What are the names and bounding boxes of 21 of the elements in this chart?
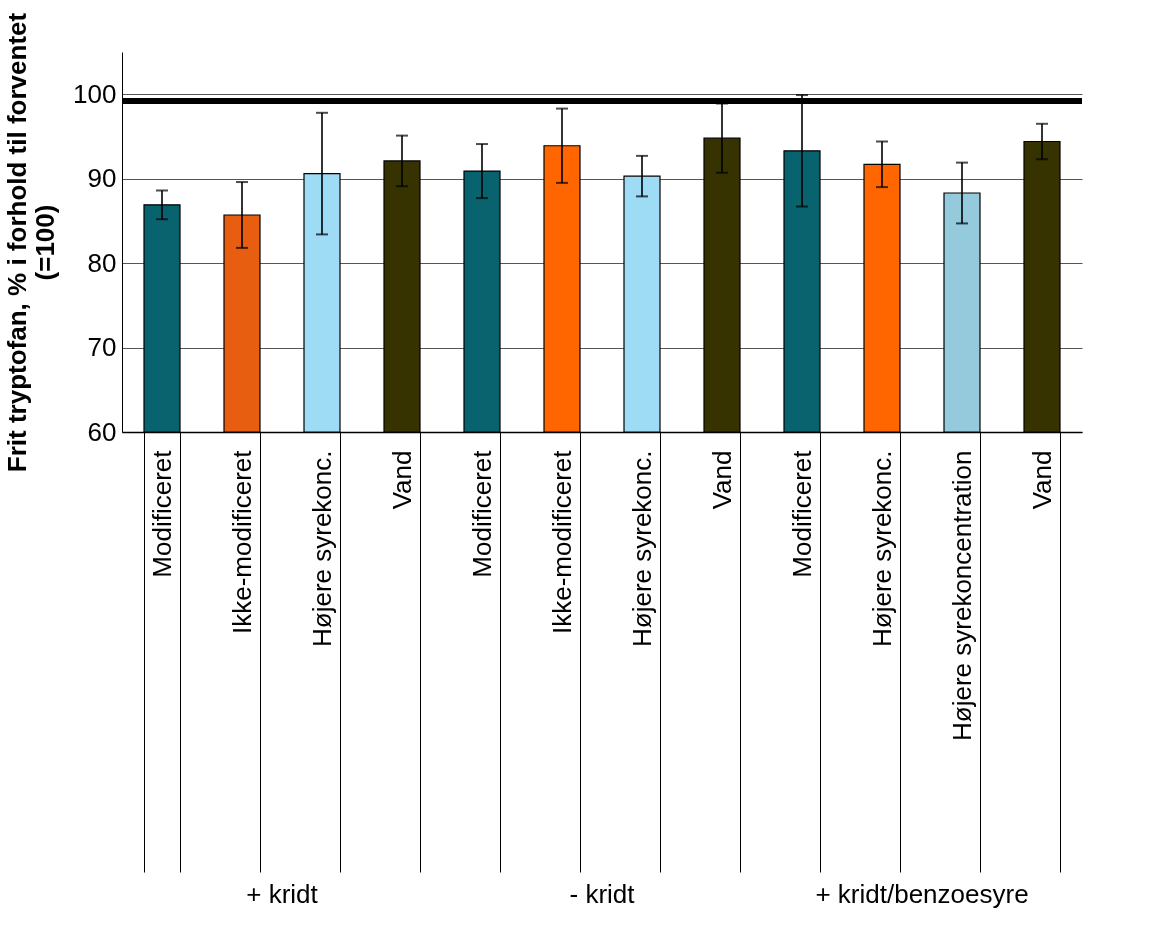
y-tick-label: 100 (73, 78, 117, 109)
x-tick-label: Modificeret (466, 449, 497, 578)
text: + kridt (246, 879, 319, 909)
x-tick-label: Vand (1026, 450, 1057, 510)
y-tick-label: 60 (87, 416, 117, 447)
x-tick-label: Højere syrekonc. (866, 450, 897, 647)
x-tick-label: Højere syrekoncentration (946, 450, 977, 741)
x-tick-label: Vand (386, 450, 417, 510)
text: + kridt/benzoesyre (815, 879, 1029, 909)
x-tick-label: Ikke-modificeret (546, 449, 577, 634)
x-tick-label: Højere syrekonc. (626, 450, 657, 647)
x-tick-label: Ikke-modificeret (226, 449, 257, 634)
y-axis-title: Frit tryptofan, % i forhold til forventet (=100) (2, 12, 61, 473)
x-tick-label: Vand (706, 450, 737, 510)
x-tick-label: Modificeret (146, 449, 177, 578)
x-tick-label: Modificeret (786, 449, 817, 578)
y-tick-label: 80 (87, 247, 117, 278)
y-tick-label: 90 (87, 163, 117, 194)
text: - kridt (569, 879, 636, 909)
y-tick-label: 70 (87, 332, 117, 363)
x-tick-label: Højere syrekonc. (306, 450, 337, 647)
